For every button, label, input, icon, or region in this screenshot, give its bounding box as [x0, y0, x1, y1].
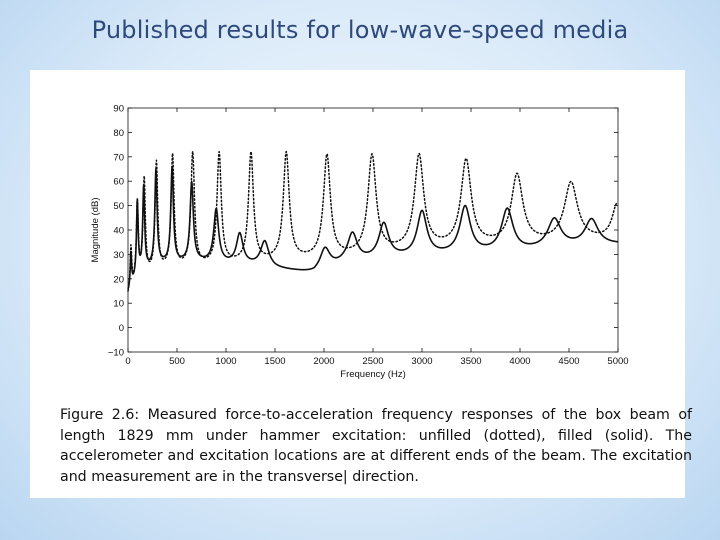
- y-tick-label: 50: [113, 201, 124, 212]
- x-tick-label: 0: [125, 356, 130, 367]
- figure-panel: 0 500 1000 1500 2000 2500 3000 3500 4000 4500 5000…: [30, 70, 692, 498]
- x-tick-label: 4000: [509, 356, 530, 367]
- x-tick-label: 2000: [313, 356, 334, 367]
- y-tick-label: 70: [113, 152, 124, 163]
- y-tick-label: 30: [113, 250, 124, 261]
- y-tick-label: 10: [113, 299, 124, 310]
- frequency-response-chart: 0 500 1000 1500 2000 2500 3000 3500 4000 4500 5000…: [90, 104, 629, 381]
- x-tick-label: 4500: [558, 356, 579, 367]
- x-tick-label: 1500: [264, 356, 285, 367]
- x-tick-label: 3500: [460, 356, 481, 367]
- y-tick-label: 20: [113, 274, 124, 285]
- y-tick-label: 80: [113, 128, 124, 139]
- x-tick-label: 3000: [411, 356, 432, 367]
- x-tick-label: 2500: [362, 356, 383, 367]
- series-line-unfilled: [127, 150, 619, 292]
- figure-caption: Figure 2.6: Measured force-to-accelerati…: [60, 407, 692, 485]
- y-axis-label: Magnitude (dB): [90, 198, 101, 263]
- x-tick-label: 1000: [215, 356, 236, 367]
- plot-frame: [127, 107, 619, 353]
- x-tick-label: 5000: [607, 356, 628, 367]
- y-tick-label: 60: [113, 177, 124, 188]
- series-layer: [127, 150, 619, 292]
- y-tick-labels: −10 0 10 20 30 40 50 60 70 80 90: [108, 104, 124, 359]
- y-tick-label: 40: [113, 226, 124, 237]
- slide-title: Published results for low-wave-speed med…: [91, 16, 629, 44]
- plot-border: [127, 107, 619, 353]
- y-tick-label: −10: [108, 348, 124, 359]
- x-tick-labels: 0 500 1000 1500 2000 2500 3000 3500 4000 4500 5000: [125, 356, 628, 367]
- x-tick-label: 500: [169, 356, 185, 367]
- axis-ticks: [127, 107, 619, 353]
- y-tick-label: 0: [119, 323, 124, 334]
- y-tick-label: 90: [113, 104, 124, 115]
- series-line-filled: [127, 165, 619, 290]
- x-axis-label: Frequency (Hz): [340, 369, 405, 380]
